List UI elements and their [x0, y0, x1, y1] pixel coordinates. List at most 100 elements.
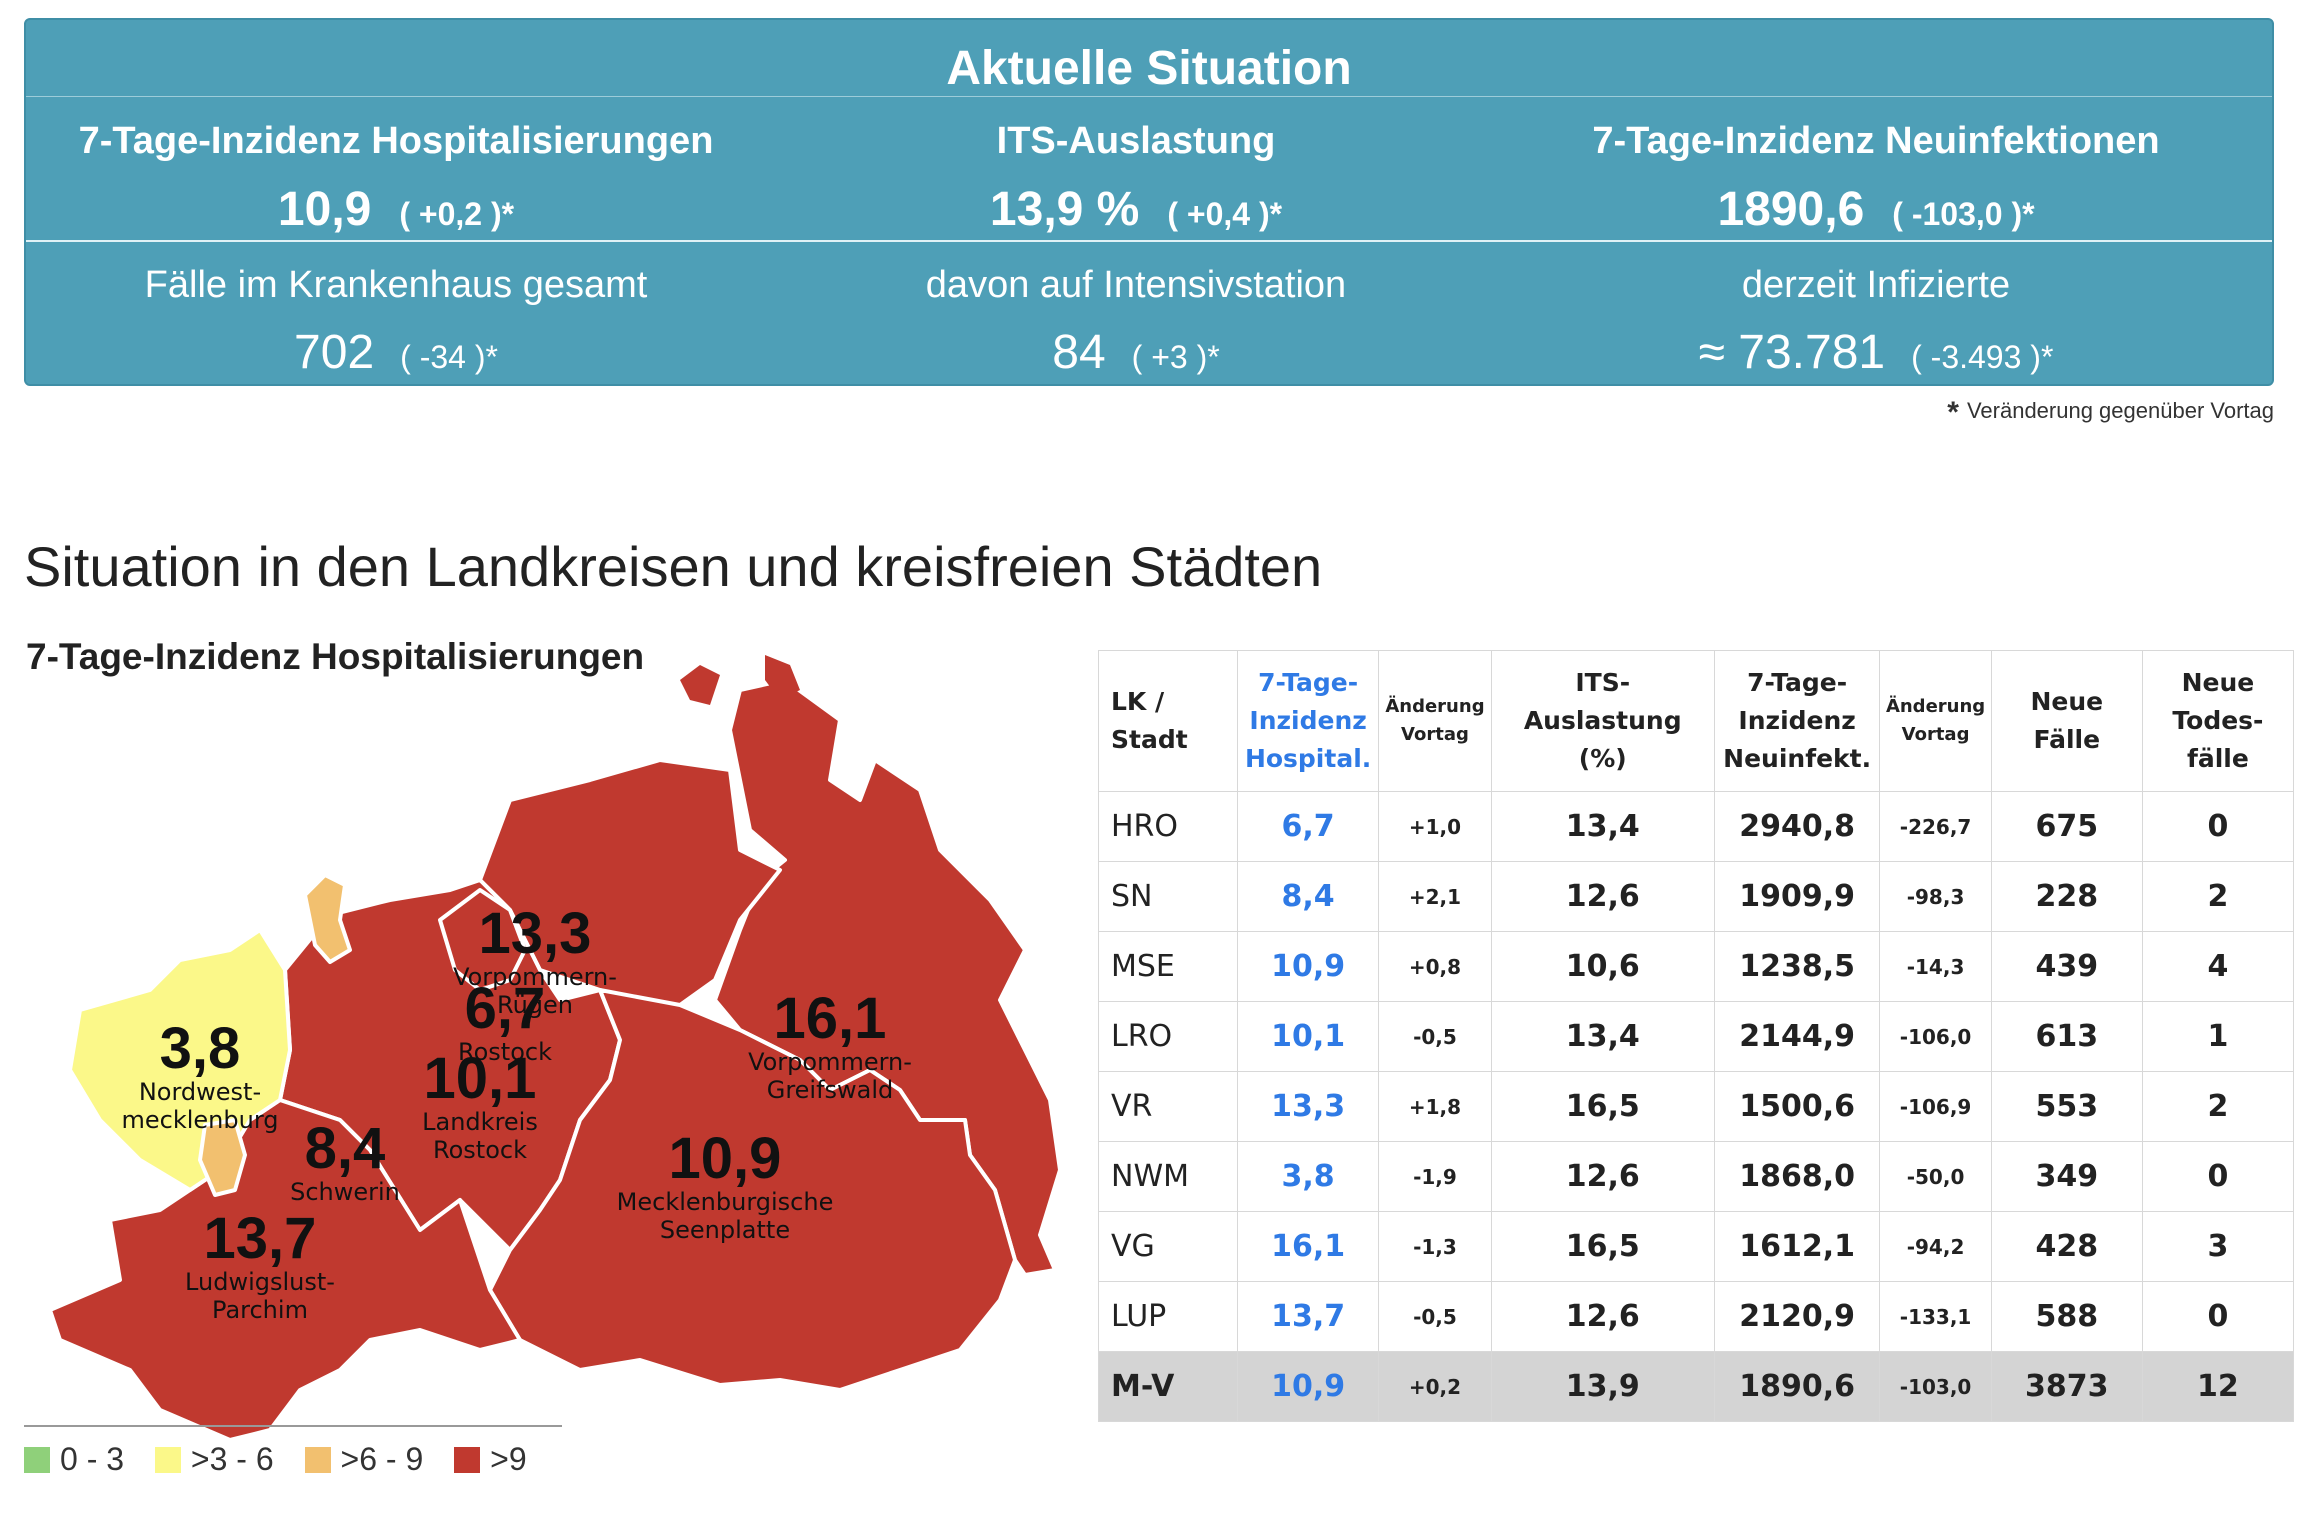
legend-swatch — [454, 1447, 481, 1473]
cell-chg2: -50,0 — [1879, 1141, 1992, 1212]
cell-tode: 3 — [2141, 1211, 2295, 1282]
cell-tode: 4 — [2141, 931, 2295, 1002]
region-name: Rostock — [458, 1038, 552, 1066]
region-value: 10,1 — [423, 1046, 537, 1111]
label-lup: 13,7 Ludwigslust- Parchim — [160, 1206, 360, 1325]
cell-faelle: 349 — [1990, 1141, 2143, 1212]
region-name: Landkreis Rostock — [422, 1108, 538, 1164]
table-row[interactable]: VG 16,1 -1,3 16,5 1612,1 -94,2 428 3 — [1098, 1211, 2295, 1282]
table-row[interactable]: SN 8,4 +2,1 12,6 1909,9 -98,3 228 2 — [1098, 861, 2295, 932]
its-label: ITS-Auslastung — [996, 120, 1276, 162]
header-chg2[interactable]: Änderung Vortag — [1879, 650, 1992, 792]
cell-chg2: -98,3 — [1879, 861, 1992, 932]
label-lro: 10,1 Landkreis Rostock — [390, 1046, 570, 1165]
cell-faelle: 588 — [1990, 1281, 2143, 1352]
region-name: Vorpommern- Rügen — [453, 963, 617, 1019]
value: 10,9 — [277, 183, 372, 236]
cell-faelle: 613 — [1990, 1001, 2143, 1072]
header-its[interactable]: ITS- Auslastung (%) — [1490, 650, 1715, 792]
header-hosp[interactable]: 7-Tage- Inzidenz Hospital. — [1236, 650, 1380, 792]
cell-tode: 0 — [2141, 791, 2295, 862]
cell-faelle: 3873 — [1990, 1351, 2143, 1422]
divider — [26, 240, 2272, 242]
cell-chg1: +2,1 — [1378, 861, 1492, 932]
cell-faelle: 439 — [1990, 931, 2143, 1002]
region-wismar[interactable] — [303, 873, 352, 964]
value: 1890,6 — [1717, 183, 1865, 236]
cell-chg1: +0,8 — [1378, 931, 1492, 1002]
table-row[interactable]: NWM 3,8 -1,9 12,6 1868,0 -50,0 349 0 — [1098, 1141, 2295, 1212]
table-row[interactable]: LUP 13,7 -0,5 12,6 2120,9 -133,1 588 0 — [1098, 1281, 2295, 1352]
map-title: 7-Tage-Inzidenz Hospitalisierungen — [26, 636, 645, 677]
legend-swatch — [24, 1447, 50, 1473]
cell-its: 12,6 — [1490, 861, 1715, 932]
header-tode[interactable]: Neue Todes- fälle — [2141, 650, 2295, 792]
region-name: Ludwigslust- Parchim — [185, 1268, 335, 1324]
header-chg1[interactable]: Änderung Vortag — [1378, 650, 1492, 792]
region-sn[interactable] — [198, 1118, 247, 1197]
delta: ( +0,4 )* — [1167, 196, 1283, 232]
cell-its: 13,4 — [1490, 791, 1715, 862]
cell-its: 13,9 — [1490, 1351, 1715, 1422]
region-value: 10,9 — [668, 1126, 782, 1191]
region-mse[interactable] — [488, 988, 1017, 1392]
table-row[interactable]: MSE 10,9 +0,8 10,6 1238,5 -14,3 439 4 — [1098, 931, 2295, 1002]
icu-cases-label: davon auf Intensivstation — [925, 264, 1347, 306]
table-row[interactable]: LRO 10,1 -0,5 13,4 2144,9 -106,0 613 1 — [1098, 1001, 2295, 1072]
label-nwm: 3,8 Nordwest- mecklenburg — [110, 1016, 290, 1135]
cell-chg2: -103,0 — [1879, 1351, 1992, 1422]
footnote-text: Veränderung gegenüber Vortag — [1966, 398, 2274, 423]
cell-hosp: 10,1 — [1236, 1001, 1380, 1072]
cell-tode: 1 — [2141, 1001, 2295, 1072]
cell-its: 16,5 — [1490, 1071, 1715, 1142]
table-body: HRO 6,7 +1,0 13,4 2940,8 -226,7 675 0 SN 8,4 +2,1 1… — [1098, 791, 2295, 1422]
legend-item: >3 - 6 — [154, 1441, 274, 1478]
cell-faelle: 675 — [1990, 791, 2143, 862]
region-value: 3,8 — [159, 1016, 241, 1081]
cell-lk: SN — [1098, 861, 1238, 932]
cell-chg1: -0,5 — [1378, 1001, 1492, 1072]
cell-neu: 1909,9 — [1713, 861, 1881, 932]
cell-chg2: -226,7 — [1879, 791, 1992, 862]
cell-its: 10,6 — [1490, 931, 1715, 1002]
table-header-row: LK / Stadt 7-Tage- Inzidenz Hospital. Än… — [1098, 650, 2295, 792]
summary-panel: Aktuelle Situation 7-Tage-Inzidenz Hospi… — [24, 18, 2274, 386]
region-hro[interactable] — [438, 888, 527, 992]
infected-value: ≈ 73.781 ( -3.493 )* — [1506, 320, 2246, 386]
table-total-row[interactable]: M-V 10,9 +0,2 13,9 1890,6 -103,0 3873 12 — [1098, 1351, 2295, 1422]
legend-item: >6 - 9 — [304, 1441, 424, 1478]
region-value: 6,7 — [464, 976, 546, 1041]
delta: ( +0,2 )* — [399, 196, 515, 232]
cell-chg2: -14,3 — [1879, 931, 1992, 1002]
its-value: 13,9 % ( +0,4 )* — [766, 178, 1506, 242]
delta: ( -3.493 )* — [1911, 339, 2054, 375]
header-neu[interactable]: 7-Tage- Inzidenz Neuinfekt. — [1713, 650, 1881, 792]
value: 13,9 % — [989, 183, 1140, 236]
label-sn: 8,4 Schwerin — [280, 1116, 410, 1207]
cell-its: 13,4 — [1490, 1001, 1715, 1072]
cell-chg1: -1,9 — [1378, 1141, 1492, 1212]
cell-neu: 1500,6 — [1713, 1071, 1881, 1142]
cell-chg1: +1,8 — [1378, 1071, 1492, 1142]
region-value: 8,4 — [304, 1116, 386, 1181]
cell-hosp: 13,3 — [1236, 1071, 1380, 1142]
map-legend: 0 - 3 >3 - 6 >6 - 9 >9 — [24, 1425, 562, 1478]
cell-lk: NWM — [1098, 1141, 1238, 1212]
label-hro: 6,7 Rostock — [425, 976, 585, 1067]
legend-item: 0 - 3 — [24, 1441, 124, 1478]
cell-neu: 2940,8 — [1713, 791, 1881, 862]
region-value: 13,7 — [203, 1206, 317, 1271]
label-vr: 13,3 Vorpommern- Rügen — [435, 905, 635, 1020]
table-row[interactable]: VR 13,3 +1,8 16,5 1500,6 -106,9 553 2 — [1098, 1071, 2295, 1142]
legend-swatch — [154, 1447, 181, 1473]
cell-tode: 12 — [2141, 1351, 2295, 1422]
footnote: * Veränderung gegenüber Vortag — [1947, 396, 2274, 430]
header-lk[interactable]: LK / Stadt — [1098, 650, 1238, 792]
cell-tode: 2 — [2141, 1071, 2295, 1142]
table-row[interactable]: HRO 6,7 +1,0 13,4 2940,8 -226,7 675 0 — [1098, 791, 2295, 862]
cell-chg2: -106,0 — [1879, 1001, 1992, 1072]
cell-lk: LRO — [1098, 1001, 1238, 1072]
header-faelle[interactable]: Neue Fälle — [1990, 650, 2143, 792]
legend-label: >6 - 9 — [340, 1441, 424, 1477]
region-name: Mecklenburgische Seenplatte — [616, 1188, 834, 1244]
